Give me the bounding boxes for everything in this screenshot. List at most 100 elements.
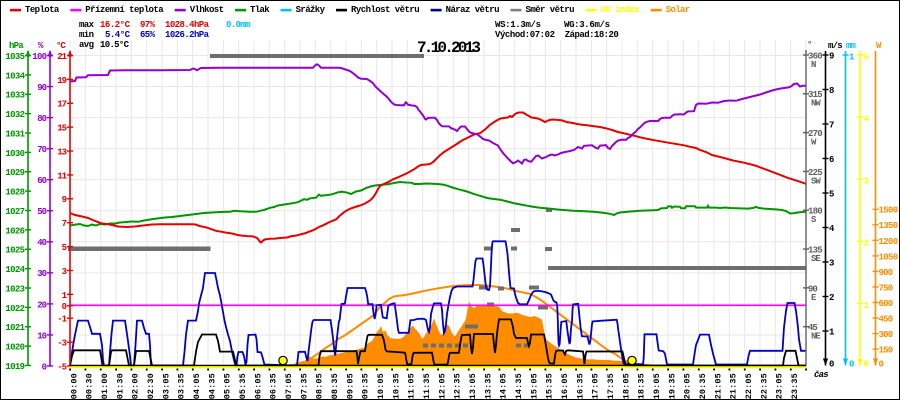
svg-text:10: 10 <box>37 331 47 341</box>
svg-text:11: 11 <box>57 171 67 181</box>
svg-text:09:35: 09:35 <box>361 373 371 399</box>
svg-text:1021: 1021 <box>5 323 25 333</box>
svg-text:1022: 1022 <box>5 304 25 314</box>
svg-text:Tlak: Tlak <box>250 5 270 15</box>
svg-text:1028: 1028 <box>5 188 25 198</box>
svg-text:225: 225 <box>808 168 823 178</box>
svg-text:19: 19 <box>57 76 67 86</box>
svg-text:03:35: 03:35 <box>177 373 187 399</box>
svg-text:15: 15 <box>57 124 67 134</box>
svg-text:16.2°C: 16.2°C <box>100 20 131 30</box>
svg-text:Vlhkost: Vlhkost <box>190 5 224 15</box>
svg-text:97%: 97% <box>140 20 156 30</box>
svg-text:2: 2 <box>864 239 869 249</box>
svg-text:WS:1.3m/s: WS:1.3m/s <box>495 20 541 30</box>
svg-text:W: W <box>876 41 882 51</box>
svg-text:600: 600 <box>879 299 894 309</box>
svg-text:10:05: 10:05 <box>376 373 386 399</box>
svg-text:08:05: 08:05 <box>315 373 325 399</box>
svg-text:135: 135 <box>808 246 823 256</box>
svg-text:22:35: 22:35 <box>759 373 769 399</box>
svg-text:06:05: 06:05 <box>253 373 263 399</box>
svg-text:°: ° <box>807 40 812 50</box>
svg-text:15:35: 15:35 <box>545 373 555 399</box>
svg-text:1200: 1200 <box>879 237 899 247</box>
svg-text:17:05: 17:05 <box>591 373 601 399</box>
svg-text:1034: 1034 <box>5 71 25 81</box>
svg-text:15:05: 15:05 <box>529 373 539 399</box>
svg-text:19:35: 19:35 <box>667 373 677 399</box>
svg-text:Rychlost větru: Rychlost větru <box>351 5 420 15</box>
svg-text:°C: °C <box>56 41 66 51</box>
svg-text:09:05: 09:05 <box>345 373 355 399</box>
svg-text:3: 3 <box>864 177 869 187</box>
svg-text:1350: 1350 <box>879 221 899 231</box>
svg-text:65%: 65% <box>140 30 156 40</box>
svg-text:20: 20 <box>37 300 47 310</box>
svg-text:1026: 1026 <box>5 226 25 236</box>
svg-text:12:35: 12:35 <box>453 373 463 399</box>
svg-text:17:35: 17:35 <box>606 373 616 399</box>
svg-text:NW: NW <box>811 99 821 109</box>
svg-text:1031: 1031 <box>5 129 25 139</box>
svg-text:16:35: 16:35 <box>575 373 585 399</box>
svg-text:Teplota: Teplota <box>25 5 60 15</box>
svg-text:19:05: 19:05 <box>652 373 662 399</box>
svg-text:1: 1 <box>864 301 870 311</box>
svg-text:Přízemní teplota: Přízemní teplota <box>85 5 164 15</box>
svg-text:45: 45 <box>808 323 818 333</box>
svg-text:Západ:18:20: Západ:18:20 <box>565 30 619 40</box>
svg-text:07:05: 07:05 <box>284 373 294 399</box>
svg-text:7.10.2013: 7.10.2013 <box>417 39 481 57</box>
svg-text:1028.4hPa: 1028.4hPa <box>165 20 210 30</box>
svg-text:NE: NE <box>811 332 821 342</box>
svg-text:1050: 1050 <box>879 252 899 262</box>
svg-text:8: 8 <box>829 86 834 96</box>
svg-text:70: 70 <box>37 145 47 155</box>
svg-text:9: 9 <box>62 195 67 205</box>
svg-text:2: 2 <box>829 293 834 303</box>
svg-text:11:35: 11:35 <box>422 373 432 399</box>
svg-text:11:05: 11:05 <box>407 373 417 399</box>
svg-text:100: 100 <box>32 52 47 62</box>
svg-text:1025: 1025 <box>5 246 25 256</box>
svg-text:WG:3.6m/s: WG:3.6m/s <box>564 20 610 30</box>
svg-text:1030: 1030 <box>5 149 25 159</box>
svg-text:90: 90 <box>37 83 47 93</box>
svg-text:1: 1 <box>829 327 835 337</box>
svg-text:30: 30 <box>37 269 47 279</box>
svg-text:1500: 1500 <box>879 206 899 216</box>
svg-text:02:30: 02:30 <box>146 373 156 399</box>
svg-text:0: 0 <box>42 362 47 372</box>
svg-text:5: 5 <box>864 52 869 62</box>
svg-text:18:05: 18:05 <box>621 373 631 399</box>
svg-text:SW: SW <box>811 176 821 186</box>
svg-text:7: 7 <box>829 120 834 130</box>
svg-text:18:35: 18:35 <box>637 373 647 399</box>
svg-text:06:35: 06:35 <box>269 373 279 399</box>
svg-text:20:05: 20:05 <box>683 373 693 399</box>
svg-text:9: 9 <box>829 51 834 61</box>
svg-text:02:00: 02:00 <box>131 373 141 399</box>
svg-text:23:35: 23:35 <box>790 373 800 399</box>
svg-text:21: 21 <box>57 52 67 62</box>
svg-text:-1: -1 <box>57 315 67 325</box>
svg-text:mm: mm <box>846 41 856 51</box>
svg-text:min: min <box>79 30 94 40</box>
svg-text:1020: 1020 <box>5 343 25 353</box>
svg-text:0: 0 <box>849 359 854 369</box>
svg-text:360: 360 <box>808 51 823 61</box>
svg-text:16:05: 16:05 <box>560 373 570 399</box>
svg-text:450: 450 <box>879 314 894 324</box>
svg-text:-5: -5 <box>57 362 67 372</box>
svg-text:10:35: 10:35 <box>391 373 401 399</box>
svg-text:1027: 1027 <box>5 207 25 217</box>
svg-text:avg: avg <box>79 40 94 50</box>
svg-text:5.4°C: 5.4°C <box>105 30 131 40</box>
svg-text:40: 40 <box>37 238 47 248</box>
svg-text:W: W <box>811 138 817 148</box>
svg-text:4: 4 <box>829 224 835 234</box>
svg-text:Solar: Solar <box>666 5 691 15</box>
svg-text:300: 300 <box>879 330 894 340</box>
svg-text:1029: 1029 <box>5 168 25 178</box>
